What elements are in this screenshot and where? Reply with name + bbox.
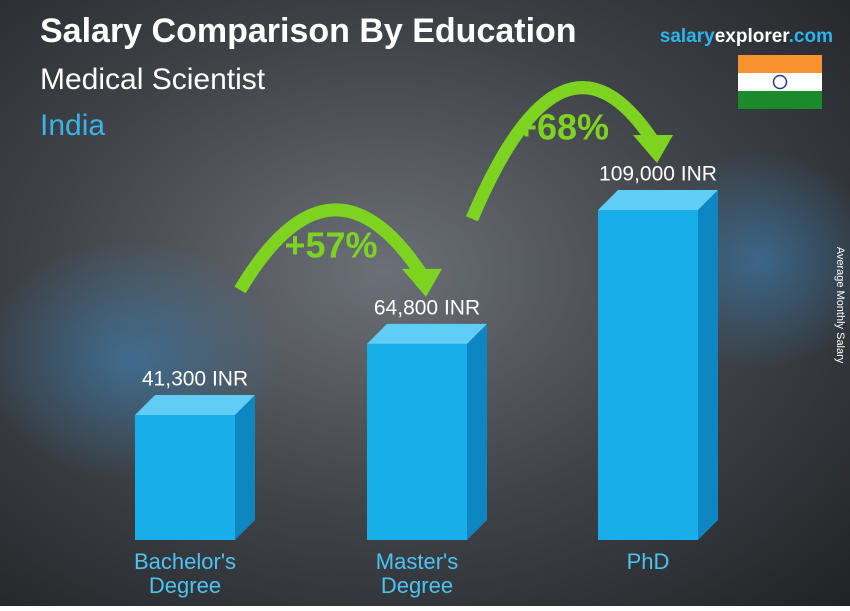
change-arrowhead — [402, 268, 442, 297]
value-label: 64,800 INR — [374, 296, 480, 319]
site-part: salary — [660, 26, 715, 47]
change-arrow — [234, 203, 428, 294]
bar-front — [135, 414, 235, 540]
bar — [367, 323, 487, 540]
country: India — [40, 109, 105, 142]
site-part: .com — [789, 26, 833, 47]
chart-title: Salary Comparison By Education — [40, 12, 577, 50]
x-tick-label-box: PhD — [626, 550, 670, 574]
bar-front — [598, 210, 698, 540]
flag-stripe — [738, 73, 822, 91]
value-label: 109,000 INR — [599, 163, 717, 186]
axis-label: Average Monthly Salary — [834, 247, 846, 364]
flag — [738, 55, 822, 109]
bar — [598, 190, 718, 540]
flag-stripe — [738, 55, 822, 73]
flag-wheel — [772, 74, 788, 90]
bar-front — [367, 343, 467, 540]
bar-top — [135, 394, 255, 415]
x-tick-label: Bachelor's Degree — [133, 550, 237, 598]
change-arrowhead — [633, 135, 673, 163]
x-tick-label: Master's Degree — [375, 550, 459, 598]
change-label: +57% — [284, 225, 377, 266]
bar-side — [698, 190, 718, 540]
bar-top — [367, 323, 487, 344]
value-label: 41,300 INR — [142, 368, 248, 391]
change-label: +68% — [516, 106, 609, 147]
bar-side — [467, 323, 487, 540]
x-tick-label-box: Bachelor's Degree — [133, 550, 237, 598]
bar-top — [598, 190, 718, 210]
flag-stripe — [738, 91, 822, 109]
chart-subtitle: Medical Scientist — [40, 63, 266, 96]
x-tick-label: PhD — [626, 550, 670, 574]
bar-side — [235, 394, 255, 540]
site-part: explorer — [715, 26, 791, 47]
change-arrow — [466, 81, 659, 222]
site-name: salaryexplorer.com — [660, 26, 833, 47]
x-tick-label-box: Master's Degree — [375, 550, 459, 598]
bar — [135, 394, 255, 540]
